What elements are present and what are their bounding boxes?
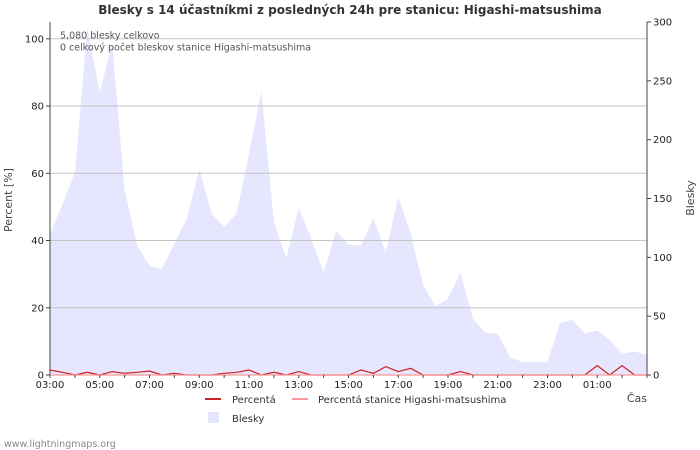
y-left-tick-label: 0	[38, 371, 44, 382]
x-tick-label: 11:00	[235, 380, 264, 391]
y-left-tick-label: 20	[31, 303, 44, 314]
x-tick-label: 03:00	[36, 380, 65, 391]
y-left-tick-label: 60	[31, 169, 44, 180]
footer-credit: www.lightningmaps.org	[4, 439, 116, 450]
x-axis-label: Čas	[627, 392, 647, 405]
y-left-tick-label: 80	[31, 102, 44, 113]
x-tick-label: 21:00	[483, 380, 512, 391]
y-right-tick-label: 200	[653, 135, 672, 146]
y-left-tick-label: 100	[25, 34, 44, 45]
x-tick-label: 17:00	[384, 380, 413, 391]
y-right-tick-label: 150	[653, 194, 672, 205]
station-strikes-annotation: 0 celkový počet bleskov stanice Higashi-…	[60, 43, 311, 54]
y-right-tick-label: 50	[653, 312, 666, 323]
legend-label-station-percent: Percentá stanice Higashi-matsushima	[318, 394, 506, 406]
y-right-tick-label: 100	[653, 253, 672, 264]
legend-swatch-strikes	[208, 412, 219, 423]
legend: Percentá Percentá stanice Higashi-matsus…	[205, 394, 506, 425]
legend-label-percent: Percentá	[232, 394, 276, 406]
chart-title: Blesky s 14 účastníkmi z posledných 24h …	[98, 3, 602, 17]
y-right-tick-label: 300	[653, 18, 672, 29]
series-area-strikes	[50, 27, 647, 376]
total-strikes-annotation: 5,080 blesky celkovo	[60, 31, 160, 42]
y-axis-left-label: Percent [%]	[2, 168, 15, 232]
x-tick-label: 05:00	[85, 380, 114, 391]
x-tick-label: 07:00	[135, 380, 164, 391]
y-right-tick-label: 0	[653, 371, 659, 382]
x-tick-label: 09:00	[185, 380, 214, 391]
legend-label-strikes: Blesky	[232, 414, 264, 425]
y-left-tick-label: 40	[31, 236, 44, 247]
y-axis-right-label: Blesky	[684, 180, 697, 216]
plot-area: 0 20 40 60 80 100 0 50 100 150 200 250 300 03:00 05:00…	[25, 18, 672, 392]
x-tick-label: 13:00	[284, 380, 313, 391]
x-tick-label: 23:00	[533, 380, 562, 391]
y-right-tick-label: 250	[653, 76, 672, 87]
x-tick-label: 19:00	[434, 380, 463, 391]
x-tick-label: 15:00	[334, 380, 363, 391]
x-tick-label: 01:00	[583, 380, 612, 391]
